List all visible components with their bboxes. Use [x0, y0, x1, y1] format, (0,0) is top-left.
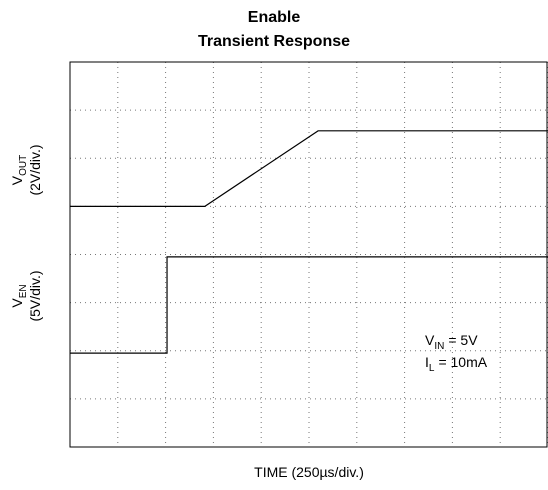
x-axis-label: TIME (250µs/div.): [254, 464, 364, 480]
y-label-scale: (5V/div.): [27, 270, 43, 321]
y-label-symbol-line: VOUT: [9, 155, 29, 185]
y-label-symbol-line: VEN: [9, 284, 29, 307]
y-label-scale: (2V/div.): [27, 144, 43, 195]
annotation-subscript: IN: [434, 341, 444, 352]
y-label-symbol: V: [9, 175, 25, 185]
annotation: VIN = 5V: [425, 332, 478, 352]
annotation-symbol: V: [425, 332, 435, 348]
trace: [70, 130, 548, 207]
plot-border: [69, 61, 548, 448]
y-label-subscript: EN: [18, 284, 29, 298]
trace: [70, 256, 548, 354]
annotation-subscript: L: [429, 363, 435, 374]
annotation-text: = 10mA: [438, 354, 487, 370]
chart-title: Enable: [248, 9, 301, 26]
annotation-symbol: I: [425, 354, 429, 370]
y-axis-label: VEN(5V/div.): [9, 270, 43, 321]
chart-subtitle: Transient Response: [198, 33, 350, 50]
y-axis-label: VOUT(2V/div.): [9, 144, 43, 195]
y-label-subscript: OUT: [18, 155, 29, 176]
annotation-text: = 5V: [448, 332, 478, 348]
y-label-symbol: V: [9, 298, 25, 308]
annotation: IL = 10mA: [425, 354, 488, 374]
